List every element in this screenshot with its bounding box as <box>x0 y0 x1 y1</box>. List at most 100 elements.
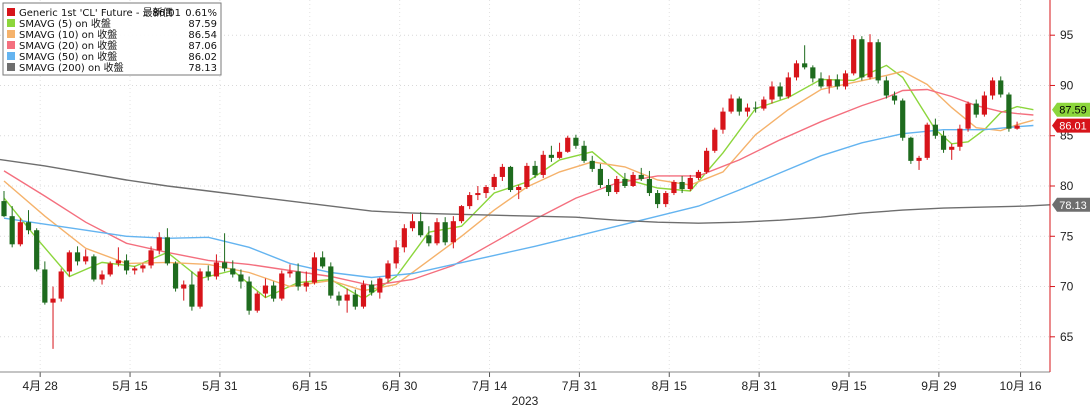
candle <box>295 263 301 291</box>
candle <box>998 76 1004 98</box>
candle <box>34 228 40 272</box>
candle <box>499 163 505 181</box>
x-tick-label: 7月 31 <box>562 379 598 393</box>
candle <box>834 74 840 90</box>
candle-body <box>360 284 367 307</box>
legend-label: SMAVG (10) on 收盤 <box>19 28 117 41</box>
candle <box>859 36 865 81</box>
legend-entry: SMAVG (10) on 收盤 86.54 <box>7 28 217 41</box>
tag-value: 87.59 <box>1059 105 1087 117</box>
candle <box>1006 92 1012 132</box>
candle <box>369 280 375 296</box>
candle <box>352 289 358 310</box>
candle-body <box>802 63 808 68</box>
candle-body <box>418 221 424 236</box>
candle <box>867 34 873 80</box>
candle-body <box>450 221 456 243</box>
legend-label: SMAVG (200) on 收盤 <box>19 61 124 74</box>
candle <box>565 135 571 153</box>
candle-body <box>66 252 72 272</box>
candle-body <box>744 107 751 112</box>
candle-body <box>753 107 759 109</box>
candle-body <box>172 263 179 289</box>
candle <box>58 268 64 302</box>
candle <box>164 228 170 266</box>
y-tick-label: 65 <box>1060 330 1074 344</box>
candle-body <box>761 99 767 109</box>
x-axis-year-label: 2023 <box>512 394 539 408</box>
candle <box>916 155 922 170</box>
candle <box>426 226 432 247</box>
x-tick-label: 9月 15 <box>831 379 867 393</box>
candle-body <box>940 135 947 150</box>
y-tick-label: 80 <box>1060 179 1074 193</box>
candle-body <box>507 166 514 191</box>
candle-body <box>377 278 383 293</box>
candle <box>687 174 693 192</box>
candle <box>548 145 554 162</box>
candle <box>320 251 326 269</box>
legend-label: SMAVG (5) on 收盤 <box>19 17 111 30</box>
candle <box>891 91 898 105</box>
candle-body <box>393 247 399 264</box>
y-tick-label: 75 <box>1060 229 1074 243</box>
candle <box>753 101 759 113</box>
candle <box>875 39 881 84</box>
candle-body <box>328 266 334 296</box>
tag-value: 78.13 <box>1059 200 1087 212</box>
y-tick-label: 95 <box>1060 28 1074 42</box>
candle-body <box>859 39 865 78</box>
candle-body <box>1 201 7 217</box>
candle-body <box>1006 94 1012 129</box>
candle <box>107 261 113 277</box>
candle <box>516 184 522 200</box>
candle <box>377 277 383 299</box>
candle <box>802 45 808 70</box>
x-tick-label: 8月 15 <box>652 379 688 393</box>
candle-body <box>532 165 538 175</box>
last-value-tag: 86.01 <box>1052 118 1090 133</box>
candle-body <box>655 193 661 205</box>
tag-shape <box>1052 102 1090 117</box>
candle-body <box>908 137 914 161</box>
candle-body <box>516 187 522 191</box>
candle-body <box>548 154 554 158</box>
candle <box>695 169 702 180</box>
candle-body <box>573 137 579 146</box>
candle-body <box>42 269 48 303</box>
candle <box>957 124 963 151</box>
candle-body <box>107 263 113 275</box>
candle <box>704 147 710 174</box>
candle-body <box>524 165 530 188</box>
candle-body <box>197 271 203 307</box>
last-value-tag: 87.59 <box>1052 102 1090 117</box>
candle-body <box>581 145 587 161</box>
candle <box>940 130 947 153</box>
candle-body <box>973 103 979 115</box>
candle-body <box>352 294 358 307</box>
candle <box>777 82 783 100</box>
legend-label: SMAVG (20) on 收盤 <box>19 39 117 52</box>
candle-body <box>140 265 146 269</box>
candle <box>213 254 220 280</box>
candle-body <box>467 195 473 207</box>
candle-body <box>25 222 32 231</box>
candle-body <box>246 281 252 311</box>
candle-body <box>949 146 955 150</box>
candle <box>409 214 416 232</box>
candle-body <box>483 187 489 194</box>
candle-body <box>401 228 407 248</box>
candle-body <box>834 79 840 87</box>
candle-body <box>499 166 505 177</box>
candle <box>140 263 146 273</box>
candle-body <box>540 154 546 175</box>
candle <box>418 212 424 238</box>
candle-body <box>426 235 432 244</box>
candle <box>42 261 48 305</box>
candle-body <box>295 271 301 287</box>
candle-body <box>221 262 228 269</box>
last-value-tags: 87.59 86.01 78.13 <box>1052 102 1090 212</box>
candle <box>614 175 620 195</box>
candle <box>91 254 97 282</box>
